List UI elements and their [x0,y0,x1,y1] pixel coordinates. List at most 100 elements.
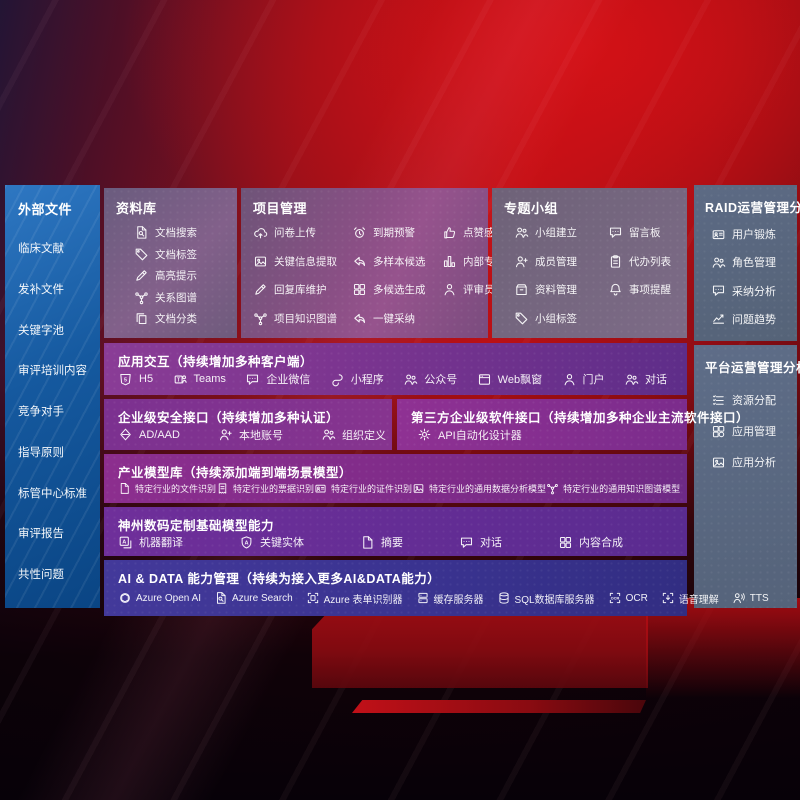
interact-item-official-account: 公众号 [403,371,457,387]
person-add-icon [514,254,529,269]
item-label: 组织定义 [341,429,386,442]
thumbs-up-icon [442,225,457,240]
item-label: Teams [193,373,226,385]
highlight-pen-icon [134,268,149,283]
portal-icon [562,372,577,387]
project-grid: 问卷上传 到期预警 点赞感谢 关键信息提取 多样本候选 内部专家排名 回复库维护… [241,217,526,338]
item-label: 资料管理 [535,284,577,297]
aidata-item-azure-openai: Azure Open AI [118,591,201,605]
raid-list: 用户锻炼 角色管理 采纳分析 问题趋势 [694,216,797,341]
third-item-api-designer: API自动化设计器 [417,427,522,443]
ranking-icon [442,254,457,269]
security-item-local-account: 本地账号 [218,427,283,443]
item-label: 关系图谱 [155,291,197,304]
raid-item-adoption-analysis: 采纳分析 [711,283,793,299]
interact-item-dialog: 对话 [624,371,667,387]
external-item-guidelines: 指导原则 [18,446,64,459]
interact-list: H5 Teams 企业微信 小程序 公众号 Web飘窗 门户 对话 [104,370,687,395]
receipt-icon [216,482,229,495]
item-label: 对话 [644,374,667,386]
apps-icon [711,424,726,439]
library-item-doc-classify: 文档分类 [134,311,231,326]
industry-item-file-recognition: 特定行业的文件识别 [118,482,216,495]
knowledge-graph-icon [546,482,559,495]
item-label: 企业微信 [266,374,311,386]
item-label: 高亮提示 [155,270,197,282]
api-gear-icon [417,427,432,442]
doc-icon [118,482,131,495]
reply-arrow-icon [352,254,367,269]
item-label: 用户锻炼 [732,229,776,241]
browser-icon [477,372,492,387]
item-label: API自动化设计器 [438,429,522,442]
interact-item-h5: H5 [118,372,153,387]
aidata-item-tts: TTS [732,591,769,605]
teams-icon [173,372,188,387]
raid-item-user-profile: 用户锻炼 [711,226,793,242]
aidata-item-form-recognizer: Azure 表单识别器 [306,591,403,606]
item-label: 特定行业的通用数据分析模型 [429,484,547,494]
bbs-chat-icon [608,225,623,240]
doc-icon [360,535,375,550]
item-label: AD/AAD [139,428,180,441]
panel-external-files: 外部文件 临床文献 发补文件 关键字池 审评培训内容 竞争对手 指导原则 标管中… [5,185,100,608]
panel-title: 专题小组 [504,201,559,216]
interact-item-wechat-work: 企业微信 [245,371,310,387]
industry-item-receipt-recognition: 特定行业的票据识别 [216,482,314,495]
library-item-doc-search: 文档搜索 [134,225,231,240]
group-item-create: 小组建立 [514,225,608,240]
panel-topic-groups: 专题小组 小组建立 留言板 成员管理 代办列表 资料管理 事项提醒 小组标签 [492,188,687,338]
chart-frame-icon [412,482,425,495]
item-label: 角色管理 [732,257,776,270]
project-item-key-info-extract: 关键信息提取 [253,254,350,269]
item-label: 留言板 [629,227,661,239]
panel-title: 企业级安全接口（持续增加多种认证） [118,411,340,425]
panel-ai-data-capability: AI & DATA 能力管理（持续为接入更多AI&DATA能力） Azure O… [104,560,769,616]
mini-program-icon [330,372,345,387]
group-item-tags: 小组标签 [514,311,608,326]
reply-arrow-icon [352,311,367,326]
panel-title: RAID运营管理分析 [705,201,800,215]
dialog-icon [624,372,639,387]
external-files-list: 临床文献 发补文件 关键字池 审评培训内容 竞争对手 指导原则 标管中心标准 审… [5,218,100,608]
info-extract-icon [253,254,268,269]
item-label: 缓存服务器 [433,594,484,606]
panel-app-interaction: 应用交互（持续增加多种客户端） H5 Teams 企业微信 小程序 公众号 We… [104,343,687,395]
industry-list: 特定行业的文件识别 特定行业的票据识别 特定行业的证件识别 特定行业的通用数据分… [104,481,687,503]
people-icon [711,255,726,270]
item-label: 应用管理 [732,426,776,438]
aidata-item-speech-understanding: 语音理解 [661,591,719,606]
external-item-competitors: 竞争对手 [18,406,64,418]
item-label: 多候选生成 [373,284,426,297]
interact-item-web-popup: Web飘窗 [477,371,542,387]
external-item-review-reports: 审评报告 [18,528,64,541]
raid-item-role-management: 角色管理 [711,254,793,270]
form-scan-icon [306,591,320,605]
item-label: 对话 [480,537,502,549]
item-label: 特定行业的文件识别 [135,484,217,494]
item-label: 门户 [582,374,605,386]
aidata-item-cache-server: 缓存服务器 [416,591,484,606]
external-item-review-training: 审评培训内容 [18,365,87,378]
third-party-list: API自动化设计器 [397,426,687,450]
bell-icon [608,282,623,297]
interact-item-mini-program: 小程序 [330,371,384,387]
wechat-work-icon [245,372,260,387]
item-label: H5 [139,373,154,385]
platform-item-resource-allocation: 资源分配 [711,392,793,408]
server-icon [416,591,430,605]
aidata-item-azure-search: Azure Search [214,591,293,605]
security-item-ad-aad: AD/AAD [118,427,180,442]
doc-search-icon [134,225,149,240]
group-item-todo-list: 代办列表 [608,254,679,269]
panel-title: 平台运营管理分析 [705,361,800,375]
item-label: 多样本候选 [373,255,426,268]
group-item-members: 成员管理 [514,254,608,269]
doc-copy-icon [134,311,149,326]
base-item-dialog: 对话 [459,534,502,550]
panel-title: 资料库 [116,201,157,216]
speech-icon [661,591,675,605]
external-item-standards-center: 标管中心标准 [18,487,87,500]
panel-title: 应用交互（持续增加多种客户端） [118,355,314,369]
